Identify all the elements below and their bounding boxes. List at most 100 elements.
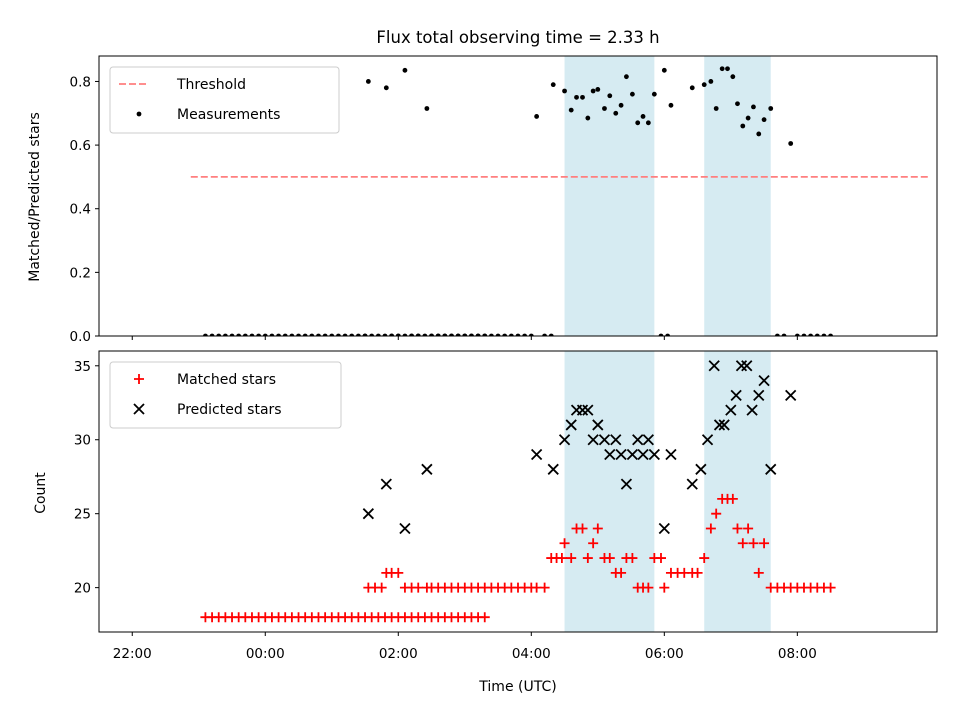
measurement-point (229, 333, 235, 336)
matched-star-marker (582, 553, 593, 564)
measurement-point (422, 333, 428, 336)
predicted-star-marker (713, 419, 726, 431)
matched-star-marker (705, 523, 716, 534)
measurement-point (203, 333, 208, 336)
predicted-star-marker (530, 448, 543, 461)
predicted-star-marker (598, 434, 611, 446)
shaded-interval (704, 56, 771, 336)
measurement-point (534, 114, 540, 119)
bottom-plot-area (200, 351, 836, 632)
measurement-point (502, 333, 508, 336)
measurement-point (382, 333, 388, 336)
matched-star-marker (732, 523, 743, 534)
xlabel: Time (UTC) (478, 679, 556, 695)
measurement-point (282, 333, 288, 336)
measurement-point (542, 333, 548, 336)
matched-star-marker (376, 582, 387, 593)
measurement-point (269, 333, 275, 336)
matched-star-marker (727, 493, 738, 504)
measurement-point (222, 333, 228, 336)
matched-star-marker (655, 553, 666, 564)
legend-frame (109, 361, 342, 429)
measurement-point (595, 87, 601, 92)
measurement-point (613, 110, 619, 116)
measurement-point (528, 333, 534, 336)
xtick-label: 06:00 (645, 646, 684, 662)
measurement-point (768, 106, 774, 111)
xtick-label: 22:00 (113, 646, 152, 662)
matched-star-marker (825, 582, 836, 593)
measurement-point (329, 333, 335, 336)
measurement-point (761, 117, 767, 123)
predicted-star-marker (604, 448, 616, 461)
measurement-point (336, 333, 341, 336)
measurement-point (316, 333, 321, 336)
measurement-point (821, 333, 827, 336)
predicted-star-marker (695, 463, 707, 475)
predicted-star-marker (582, 404, 594, 416)
predicted-star-marker (610, 434, 622, 446)
matched-star-marker (479, 612, 490, 623)
measurement-point (607, 93, 613, 99)
predicted-star-marker (421, 463, 433, 475)
measurement-point (482, 333, 488, 336)
matched-star-marker (659, 582, 670, 593)
legend-predicted-swatch (133, 403, 145, 415)
measurement-point (590, 88, 596, 94)
shaded-interval (564, 56, 655, 336)
measurement-point (383, 85, 389, 91)
predicted-star-marker (558, 434, 571, 446)
predicted-star-marker (587, 434, 599, 446)
legend-matched-label: Matched stars (177, 372, 276, 388)
measurement-point (624, 74, 629, 80)
measurement-point (302, 333, 308, 336)
matched-star-marker (643, 582, 654, 593)
measurement-point (289, 333, 295, 336)
measurement-point (548, 333, 554, 336)
measurement-point (668, 102, 674, 108)
measurement-point (635, 120, 641, 126)
predicted-star-marker (785, 389, 797, 402)
measurement-point (375, 333, 381, 336)
legend-matched-swatch (134, 374, 144, 384)
predicted-star-marker (708, 360, 720, 372)
predicted-star-marker (547, 463, 559, 475)
matched-star-marker (556, 553, 567, 564)
measurement-point (249, 333, 255, 336)
matched-star-marker (616, 567, 627, 578)
measurement-point (309, 333, 315, 336)
matched-star-marker (753, 567, 764, 578)
ytick-label: 0.2 (70, 265, 91, 281)
measurement-point (389, 333, 395, 336)
measurement-point (725, 66, 730, 72)
measurement-point (562, 88, 567, 94)
measurement-point (242, 333, 248, 336)
legend-predicted-label: Predicted stars (177, 402, 282, 418)
measurement-point (209, 333, 215, 336)
predicted-star-marker (686, 478, 698, 490)
matched-star-marker (539, 582, 550, 593)
matched-star-marker (759, 538, 770, 549)
measurement-point (322, 333, 328, 336)
measurement-point (488, 333, 494, 336)
measurement-point (455, 333, 461, 336)
ytick-label: 0.0 (70, 329, 91, 345)
predicted-star-marker (725, 404, 737, 416)
measurement-point (369, 333, 375, 336)
measurement-point (429, 333, 434, 336)
matched-star-marker (604, 553, 615, 564)
measurement-point (719, 66, 725, 72)
predicted-star-marker (665, 448, 677, 461)
measurement-point (508, 333, 514, 336)
measurement-point (814, 333, 820, 336)
measurement-point (808, 333, 814, 336)
predicted-star-marker (765, 463, 777, 475)
legend-measurements-label: Measurements (177, 107, 280, 123)
measurement-point (828, 333, 833, 336)
xtick-label: 00:00 (246, 646, 285, 662)
predicted-star-marker (632, 434, 644, 446)
legend-threshold-label: Threshold (176, 77, 246, 93)
matched-star-marker (393, 567, 404, 578)
measurement-point (801, 333, 807, 336)
ytick-label: 0.4 (70, 202, 91, 218)
